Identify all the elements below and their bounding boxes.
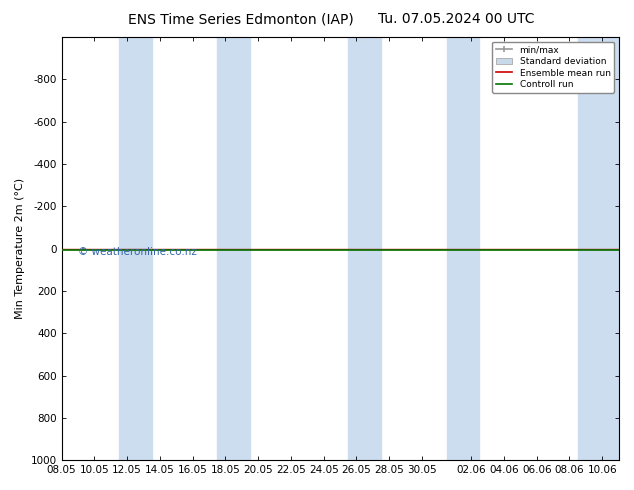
Y-axis label: Min Temperature 2m (°C): Min Temperature 2m (°C) [15, 178, 25, 319]
Bar [119, 37, 152, 460]
Bar [217, 37, 250, 460]
Bar [348, 37, 381, 460]
Bar [446, 37, 479, 460]
Text: Tu. 07.05.2024 00 UTC: Tu. 07.05.2024 00 UTC [378, 12, 534, 26]
Bar [578, 37, 619, 460]
Legend: min/max, Standard deviation, Ensemble mean run, Controll run: min/max, Standard deviation, Ensemble me… [493, 42, 614, 93]
Text: © weatheronline.co.nz: © weatheronline.co.nz [78, 246, 197, 257]
Text: ENS Time Series Edmonton (IAP): ENS Time Series Edmonton (IAP) [128, 12, 354, 26]
